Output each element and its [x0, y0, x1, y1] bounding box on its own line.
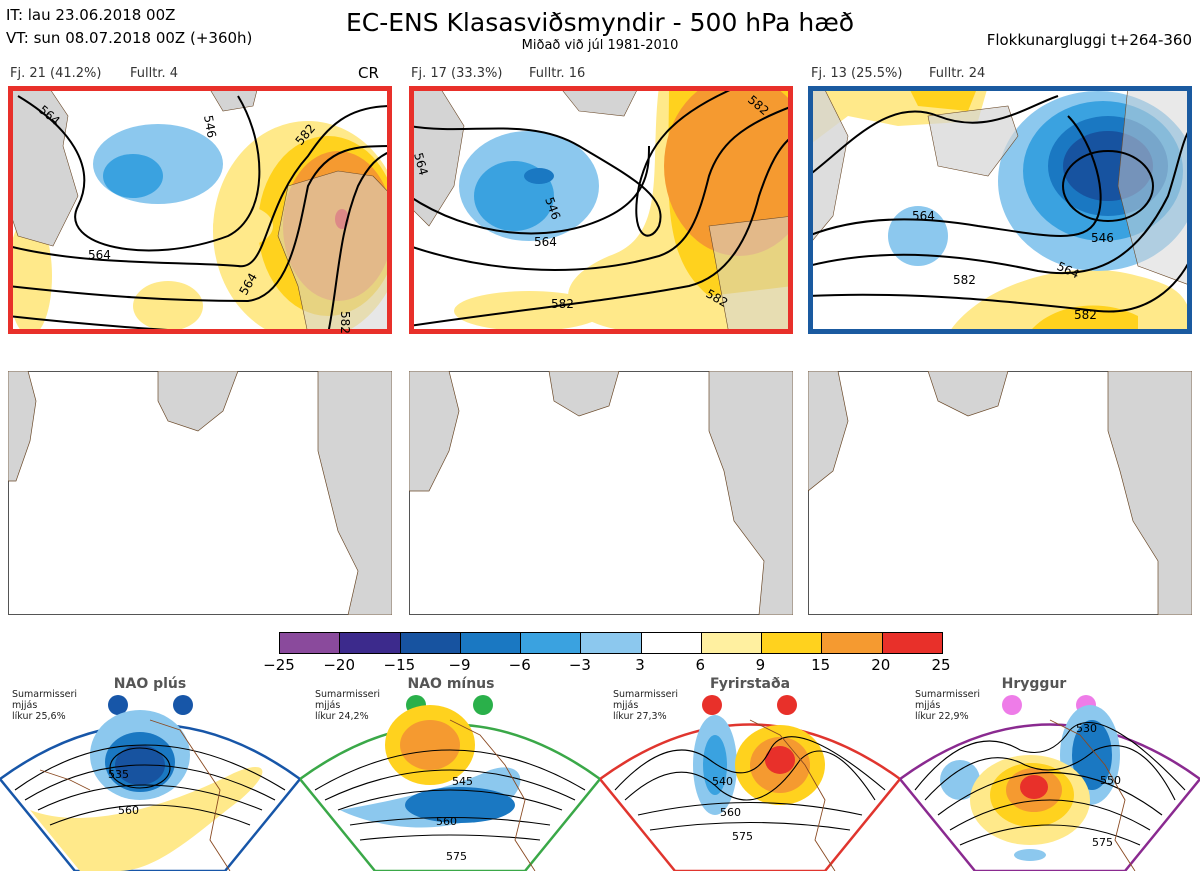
height-contours: [808, 95, 1192, 313]
contour-label: 535: [108, 768, 129, 781]
regime-4-dot: [1002, 695, 1022, 715]
contour-label: 582: [1074, 308, 1097, 322]
panel-2-cluster-label: Fj. 17 (33.3%): [411, 66, 503, 81]
colorbar-tick-label: 25: [931, 656, 951, 674]
colorbar-tick-label: −3: [568, 656, 591, 674]
regime-1-title: NAO plús: [113, 676, 187, 692]
contour-label: 575: [446, 850, 467, 863]
panel-1-tag: CR: [358, 64, 379, 82]
regime-3-dot: [777, 695, 797, 715]
panel-border: [808, 86, 1192, 334]
colorbar-tick-label: −25: [263, 656, 295, 674]
panel-1-cluster-label: Fj. 21 (41.2%): [10, 66, 102, 81]
land-outline: [808, 86, 1192, 287]
contour-label: 575: [732, 830, 753, 843]
colorbar-tick-label: 9: [755, 656, 766, 674]
colorbar-swatch: [580, 633, 641, 653]
regime-1-dot: [173, 695, 193, 715]
regime-3-title: Fyrirstaða: [709, 676, 791, 692]
colorbar-swatch: [640, 633, 701, 653]
climatology-note: Miðað við júl 1981-2010: [521, 38, 679, 53]
colorbar-swatch: [520, 633, 581, 653]
regime-4-title: Hryggur: [1001, 676, 1067, 692]
colorbar-swatch: [459, 633, 521, 653]
regime-map-4: 530 550 575: [900, 695, 1200, 871]
contour-label: 546: [201, 114, 219, 139]
colorbar-tick-label: −6: [508, 656, 531, 674]
colorbar-swatch: [280, 633, 340, 653]
regime-1-dot: [108, 695, 128, 715]
colorbar-swatch: [700, 633, 762, 653]
contour-label: 564: [912, 209, 935, 223]
colorbar-tick-label: −15: [383, 656, 416, 674]
initial-time: IT: lau 23.06.2018 00Z: [6, 6, 176, 24]
regime-map-3: 540 560 575: [600, 695, 900, 871]
panel-border: [409, 86, 793, 334]
regime-3-dot: [702, 695, 722, 715]
cluster-map-2: 564 546 564 582 582 582: [409, 86, 793, 334]
blank-map-1: [8, 371, 392, 615]
contour-label: 530: [1076, 722, 1097, 735]
colorbar-tick-label: 20: [871, 656, 891, 674]
colorbar-tick-label: −9: [448, 656, 471, 674]
blank-map-2: [409, 371, 793, 615]
colorbar-tick-label: 3: [635, 656, 645, 674]
contour-label: 546: [1091, 231, 1114, 245]
contour-label: 560: [720, 806, 741, 819]
anomaly-fill: [454, 86, 793, 334]
contour-label: 560: [118, 804, 139, 817]
land-outline: [409, 86, 793, 334]
land-outline: [8, 86, 392, 334]
regime-map-2: 545 560 575: [300, 695, 600, 871]
colorbar-swatch: [821, 633, 882, 653]
page-title: EC-ENS Klasasviðsmyndir - 500 hPa hæð: [345, 8, 855, 37]
contour-label: 560: [436, 815, 457, 828]
contour-label: 545: [452, 775, 473, 788]
contour-label: 582: [551, 297, 574, 311]
cluster-map-3: 564 546 564 582 582: [808, 86, 1192, 334]
regime-map-1: 535 560: [0, 695, 300, 871]
panel-2-fulltr-label: Fulltr. 16: [529, 66, 586, 81]
colorbar-tick-label: 15: [811, 656, 831, 674]
contour-label: 575: [1092, 836, 1113, 849]
contour-label: 582: [338, 311, 352, 334]
colorbar-swatch: [399, 633, 460, 653]
colorbar-swatch: [761, 633, 822, 653]
regime-4-note: Sumarmisseri mjjás líkur 22,9%: [915, 689, 981, 722]
panel-3-cluster-label: Fj. 13 (25.5%): [811, 66, 903, 81]
colorbar: [279, 632, 943, 654]
colorbar-tick-label: 6: [695, 656, 706, 674]
regime-2-dot: [473, 695, 493, 715]
contour-label: 582: [953, 273, 976, 287]
contour-label: 564: [411, 151, 430, 177]
contour-label: 550: [1100, 774, 1121, 787]
colorbar-swatch: [881, 633, 942, 653]
panel-1-fulltr-label: Fulltr. 4: [130, 66, 179, 81]
cluster-map-1: 564 564 564 546 582 582: [8, 86, 392, 334]
regime-2-note: Sumarmisseri mjjás líkur 24,2%: [315, 689, 381, 722]
height-contours: [409, 86, 793, 327]
valid-time: VT: sun 08.07.2018 00Z (+360h): [6, 29, 253, 47]
regime-2-title: NAO mínus: [407, 676, 495, 692]
panel-3-fulltr-label: Fulltr. 24: [929, 66, 986, 81]
contour-label: 564: [534, 235, 557, 249]
regime-1-note: Sumarmisseri mjjás líkur 25,6%: [12, 689, 78, 722]
contour-label: 540: [712, 775, 733, 788]
colorbar-swatch: [339, 633, 400, 653]
classification-window: Flokkunargluggi t+264-360: [986, 31, 1192, 49]
regime-3-note: Sumarmisseri mjjás líkur 27,3%: [613, 689, 679, 722]
panel-border: [8, 86, 392, 334]
colorbar-tick-label: −20: [323, 656, 355, 674]
contour-label: 564: [88, 248, 111, 262]
blank-map-3: [808, 371, 1192, 615]
